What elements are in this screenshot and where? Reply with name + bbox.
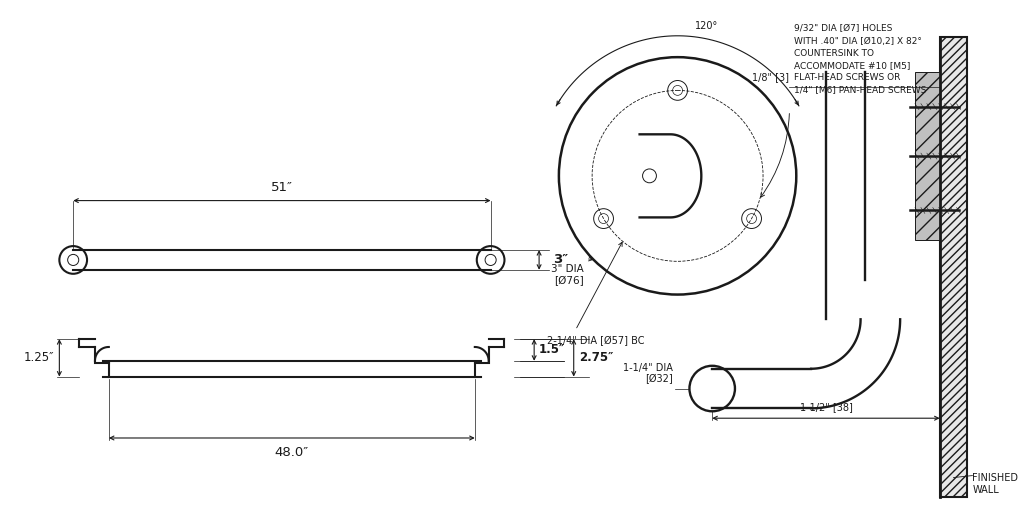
Text: 3" DIA
[Ø76]: 3" DIA [Ø76]	[550, 264, 583, 286]
Text: 2-1/4" DIA [Ø57] BC: 2-1/4" DIA [Ø57] BC	[547, 336, 645, 346]
Bar	[915, 72, 940, 240]
Text: 1.25″: 1.25″	[24, 351, 54, 364]
Text: 1-1/2" [38]: 1-1/2" [38]	[800, 402, 853, 412]
Text: 1.5″: 1.5″	[539, 344, 566, 356]
Text: FINISHED
WALL: FINISHED WALL	[973, 473, 1019, 495]
Text: 3″: 3″	[552, 253, 568, 266]
Bar	[940, 37, 968, 497]
Text: 51″: 51″	[271, 181, 293, 193]
Text: 9/32" DIA [Ø7] HOLES
WITH .40" DIA [Ø10,2] X 82°
COUNTERSINK TO
ACCOMMODATE #10 : 9/32" DIA [Ø7] HOLES WITH .40" DIA [Ø10,…	[794, 24, 927, 94]
Text: 1-1/4" DIA
[Ø32]: 1-1/4" DIA [Ø32]	[623, 363, 672, 385]
Text: 120°: 120°	[695, 21, 719, 31]
Text: 1/8" [3]: 1/8" [3]	[752, 72, 789, 82]
Text: 2.75″: 2.75″	[579, 351, 613, 364]
Text: 48.0″: 48.0″	[275, 446, 309, 459]
